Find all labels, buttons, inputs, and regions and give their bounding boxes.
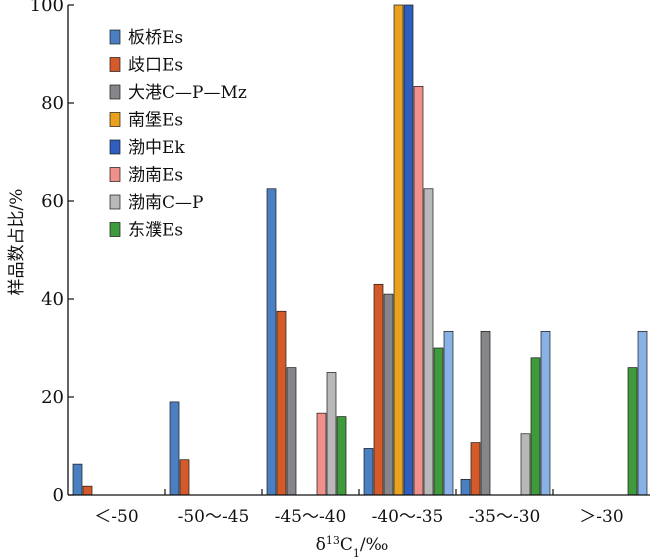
legend-swatch	[109, 222, 121, 237]
bar-5-3	[413, 85, 424, 496]
bar-1-0	[82, 485, 93, 496]
bar-8-3	[443, 330, 454, 496]
axes-layer: 0 20 40 60 80 100 ＜-50 -50～-45 -45～-40 -40～-35 -35…	[30, 0, 650, 527]
x-axis-title: δ13C1/‰	[316, 534, 389, 557]
bar-1-2	[276, 310, 287, 496]
y-tick-label: 40	[41, 289, 64, 310]
x-tick-label: ＜-50	[94, 507, 138, 527]
bar-0-4	[460, 478, 471, 496]
bar-7-2	[336, 416, 347, 496]
bar-0-3	[363, 448, 374, 496]
legend-swatch	[109, 29, 121, 45]
legend-label: 渤中Ek	[128, 138, 185, 158]
bar-1-3	[373, 283, 384, 496]
y-tick-label: 0	[53, 485, 64, 506]
x-tick-label: -35～-30	[469, 507, 541, 527]
legend-swatch	[109, 167, 121, 182]
legend: 板桥Es 歧口Es 大港C—P—Mz 南堡Es 渤中Ek 渤南Es 渤南C—P 东濮Es	[109, 28, 247, 241]
bar-6-4	[520, 433, 531, 496]
x-tick-label: -50～-45	[178, 507, 250, 527]
bar-6-2	[326, 372, 337, 496]
y-tick-label: 20	[41, 387, 64, 408]
bar-7-3	[433, 347, 444, 496]
bar-2-3	[383, 293, 394, 496]
bar-2-2	[286, 367, 297, 496]
legend-swatch	[109, 112, 121, 127]
bar-7-4	[530, 357, 541, 496]
bar-5-2	[316, 412, 327, 496]
bar-1-1	[179, 459, 190, 496]
legend-swatch	[109, 57, 121, 72]
x-tick-label: -40～-35	[372, 507, 444, 527]
bar-0-2	[266, 188, 277, 496]
legend-label: 板桥Es	[128, 28, 183, 48]
bar-2-4	[480, 330, 491, 496]
bar-8-4	[540, 330, 551, 496]
legend-label: 歧口Es	[128, 56, 183, 76]
bar-6-3	[423, 188, 434, 496]
y-tick-label: 60	[41, 191, 64, 212]
bar-7-5	[627, 367, 638, 496]
bar-8-5	[637, 330, 648, 496]
bar-0-0	[72, 463, 83, 496]
legend-label: 东濮Es	[128, 221, 183, 241]
x-tick-label: ＞-30	[579, 507, 623, 527]
bar-3-3	[393, 4, 404, 496]
x-tick-label: -45～-40	[275, 507, 347, 527]
legend-label: 南堡Es	[128, 111, 183, 131]
legend-swatch	[109, 84, 121, 100]
y-tick-label: 80	[41, 93, 64, 114]
bar-4-3	[403, 4, 414, 496]
bar-0-1	[169, 401, 180, 496]
bar-1-4	[470, 442, 481, 496]
y-axis-title: 样品数占比/%	[7, 189, 27, 296]
legend-label: 大港C—P—Mz	[128, 83, 247, 103]
bars-layer	[72, 4, 648, 496]
y-tick-label: 100	[30, 0, 64, 16]
legend-swatch	[109, 194, 121, 210]
legend-label: 渤南Es	[128, 166, 183, 186]
legend-label: 渤南C—P	[128, 193, 203, 213]
legend-swatch	[109, 139, 121, 155]
